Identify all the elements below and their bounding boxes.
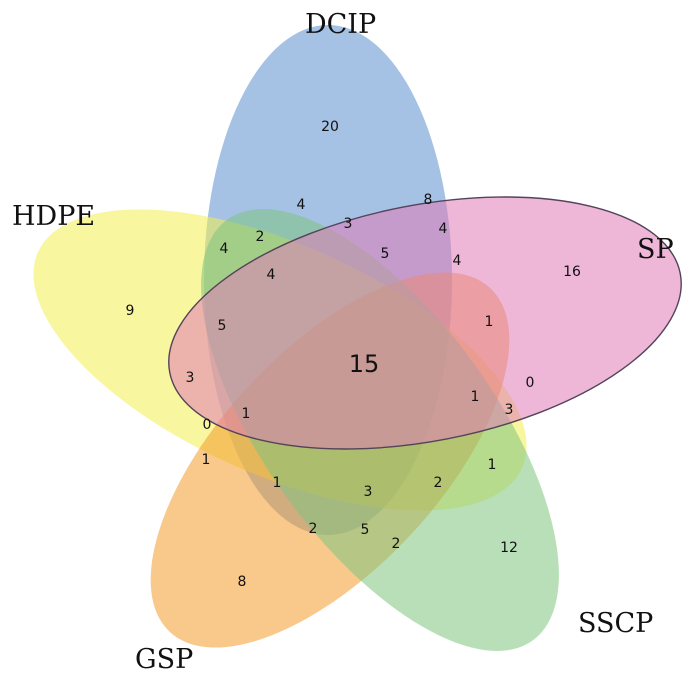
label-sp: SP [637,234,674,265]
label-dcip: DCIP [305,9,376,40]
region-count: 3 [186,370,195,386]
label-hdpe: HDPE [12,201,95,232]
count-sscp-only: 12 [500,540,518,556]
region-count: 1 [202,452,211,468]
region-count: 8 [424,192,433,208]
count-hdpe-only: 9 [126,303,135,319]
region-count: 2 [392,536,401,552]
region-count: 5 [218,318,227,334]
label-gsp: GSP [135,644,193,675]
region-count: 3 [344,216,353,232]
region-count: 4 [297,197,306,213]
region-count: 1 [471,389,480,405]
region-count: 3 [364,484,373,500]
region-count: 2 [309,521,318,537]
region-count: 4 [267,267,276,283]
count-dcip-only: 20 [321,119,339,135]
region-count: 5 [381,246,390,262]
region-count: 1 [485,314,494,330]
region-count: 4 [220,241,229,257]
region-count: 3 [505,402,514,418]
region-count: 2 [434,475,443,491]
region-count: 5 [361,522,370,538]
count-all-five: 15 [349,350,380,378]
region-count: 2 [256,229,265,245]
region-count: 1 [488,457,497,473]
region-count: 4 [439,221,448,237]
ellipse-sp [168,196,682,450]
region-count: 1 [242,406,251,422]
region-count: 0 [203,417,212,433]
count-gsp-only: 8 [238,574,247,590]
region-count: 0 [526,375,535,391]
count-sp-only: 16 [563,264,581,280]
region-count: 4 [453,253,462,269]
region-count: 1 [273,475,282,491]
label-sscp: SSCP [578,608,653,639]
